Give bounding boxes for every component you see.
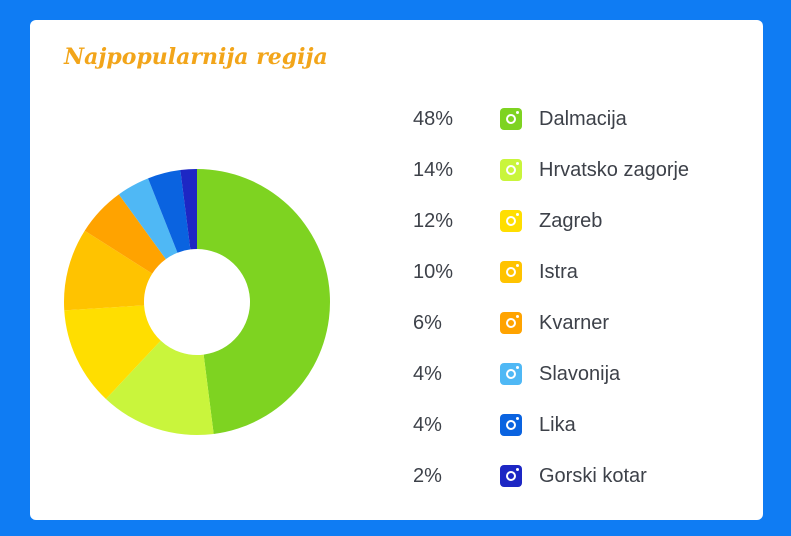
legend-percentage: 48% xyxy=(413,108,454,130)
legend-percentage: 4% xyxy=(413,363,442,385)
legend-label: Gorski kotar xyxy=(539,465,647,487)
legend-label: Lika xyxy=(539,414,576,436)
camera-icon xyxy=(500,210,522,232)
legend-label: Istra xyxy=(539,261,578,283)
camera-icon xyxy=(500,363,522,385)
legend-percentage: 12% xyxy=(413,210,454,232)
donut-slice-lika xyxy=(148,170,191,253)
donut-slice-zagreb xyxy=(64,305,161,399)
camera-icon xyxy=(500,414,522,436)
legend-percentage: 6% xyxy=(413,312,442,334)
legend-label: Dalmacija xyxy=(539,108,627,130)
legend-percentage: 14% xyxy=(413,159,454,181)
camera-icon xyxy=(500,312,522,334)
camera-icon xyxy=(500,465,522,487)
donut-slice-hrvatsko-zagorje xyxy=(105,340,214,435)
donut-slice-istra xyxy=(64,230,153,311)
camera-icon xyxy=(500,159,522,181)
chart-card: Najpopularnija regija 48% Dalmacija 14% Hrv… xyxy=(30,20,763,520)
chart-title: Najpopularnija regija xyxy=(64,44,328,70)
legend-percentage: 4% xyxy=(413,414,442,436)
camera-icon xyxy=(500,261,522,283)
legend-percentage: 2% xyxy=(413,465,442,487)
legend-percentage: 10% xyxy=(413,261,454,283)
donut-slice-slavonija xyxy=(118,178,178,260)
legend-label: Hrvatsko zagorje xyxy=(539,159,690,181)
donut-slice-dalmacija xyxy=(197,169,331,434)
legend-label: Kvarner xyxy=(539,312,610,334)
legend-label: Zagreb xyxy=(539,210,603,232)
donut-chart xyxy=(64,169,331,435)
donut-slice-kvarner xyxy=(84,194,166,274)
legend-label: Slavonija xyxy=(539,363,621,385)
donut-slice-gorski-kotar xyxy=(180,169,197,250)
camera-icon xyxy=(500,108,522,130)
